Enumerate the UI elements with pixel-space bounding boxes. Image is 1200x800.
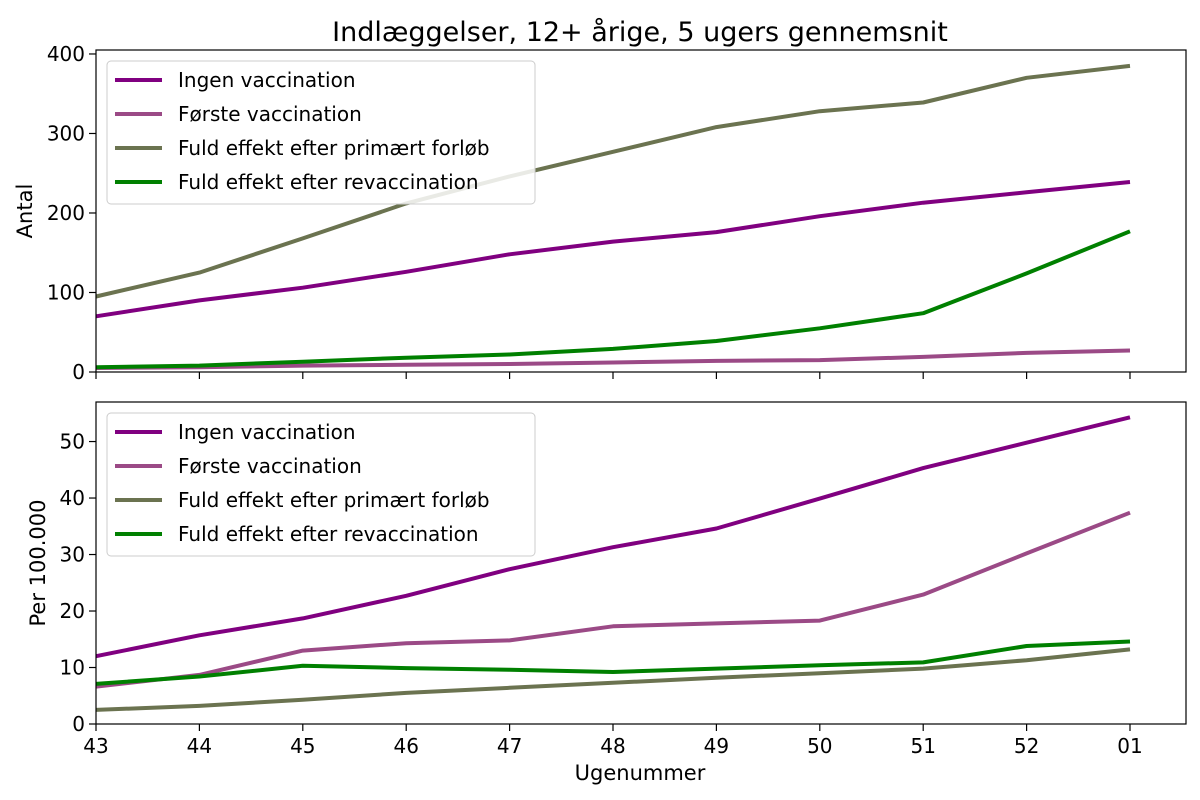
legend-label: Ingen vaccination <box>178 68 356 92</box>
x-axis-label: Ugenummer <box>575 761 706 785</box>
y-tick-label: 200 <box>47 201 85 225</box>
legend: Ingen vaccination Første vaccination Fuld … <box>106 412 536 557</box>
series-line-4 <box>95 639 1131 686</box>
x-tick-label: 01 <box>1117 734 1142 758</box>
x-tick-label: 43 <box>83 734 108 758</box>
legend-label: Første vaccination <box>178 102 362 126</box>
y-tick-label: 50 <box>60 430 85 454</box>
series-line-1 <box>95 415 1131 659</box>
y-tick-label: 30 <box>60 543 85 567</box>
y-tick-label: 0 <box>72 712 85 736</box>
series-line-2 <box>95 348 1131 370</box>
y-tick-label: 10 <box>60 656 85 680</box>
legend-label: Fuld effekt efter primært forløb <box>178 488 490 512</box>
axes-frame <box>95 401 1187 725</box>
x-tick-label: 51 <box>910 734 935 758</box>
panel-bottom: 0 10 20 30 40 50 43 44 45 46 47 48 49 50 51 52 01 Per 100… <box>26 401 1187 758</box>
x-tick-label: 46 <box>393 734 418 758</box>
axes-frame <box>95 49 1187 373</box>
y-axis-label: Per 100.000 <box>26 500 50 627</box>
series-line-4 <box>95 229 1131 370</box>
legend-label: Fuld effekt efter primært forløb <box>178 136 490 160</box>
series-line-3 <box>95 647 1131 712</box>
x-tick-label: 48 <box>600 734 625 758</box>
legend-box <box>106 412 536 557</box>
y-tick-label: 20 <box>60 599 85 623</box>
y-tick-label: 40 <box>60 486 85 510</box>
x-tick-label: 44 <box>187 734 212 758</box>
y-axis-label: Antal <box>13 184 37 239</box>
y-tick-label: 0 <box>72 360 85 384</box>
series-line-2 <box>95 510 1131 689</box>
y-tick-label: 300 <box>47 121 85 145</box>
chart-title: Indlæggelser, 12+ årige, 5 ugers gennems… <box>332 17 948 48</box>
x-tick-label: 52 <box>1014 734 1039 758</box>
y-tick-label: 400 <box>47 42 85 66</box>
series-line-1 <box>95 180 1131 319</box>
x-tick-label: 49 <box>704 734 729 758</box>
legend: Ingen vaccination Første vaccination Fuld … <box>106 60 536 205</box>
x-tick-label: 47 <box>497 734 522 758</box>
legend-label: Fuld effekt efter revaccination <box>178 522 479 546</box>
panel-top: 0 100 200 300 400 Antal Ingen vaccination Først… <box>13 42 1187 384</box>
series-line-3 <box>95 63 1131 299</box>
x-tick-label: 45 <box>290 734 315 758</box>
legend-label: Ingen vaccination <box>178 420 356 444</box>
y-tick-label: 100 <box>47 280 85 304</box>
legend-label: Fuld effekt efter revaccination <box>178 170 479 194</box>
legend-label: Første vaccination <box>178 454 362 478</box>
x-tick-label: 50 <box>807 734 832 758</box>
legend-box <box>106 60 536 205</box>
